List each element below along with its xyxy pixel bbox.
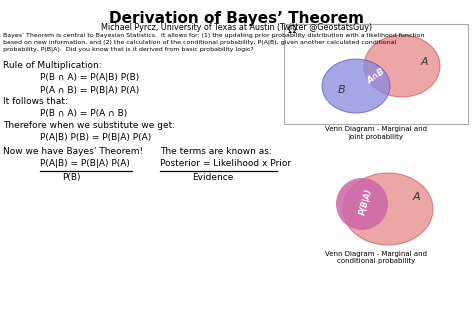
Text: Bayes’ Theorem is central to Bayesian Statistics.  It allows for: (1) the updati: Bayes’ Theorem is central to Bayesian St…	[3, 33, 425, 52]
Text: P(B ∩ A) = P(A ∩ B): P(B ∩ A) = P(A ∩ B)	[40, 109, 127, 118]
Text: Therefore when we substitute we get:: Therefore when we substitute we get:	[3, 121, 175, 130]
Text: P(B|A): P(B|A)	[358, 188, 374, 216]
Text: P(B): P(B)	[62, 173, 81, 182]
Text: P(A|B) = P(B|A) P(A): P(A|B) = P(B|A) P(A)	[40, 159, 130, 168]
Text: A: A	[420, 57, 428, 67]
Text: Evidence: Evidence	[192, 173, 233, 182]
Ellipse shape	[336, 178, 388, 230]
Text: It follows that:: It follows that:	[3, 97, 68, 106]
Text: Venn Diagram - Marginal and
joint probability: Venn Diagram - Marginal and joint probab…	[325, 126, 427, 139]
Text: A: A	[412, 192, 420, 202]
Text: P(A ∩ B) = P(B|A) P(A): P(A ∩ B) = P(B|A) P(A)	[40, 86, 139, 95]
Ellipse shape	[343, 173, 433, 245]
FancyBboxPatch shape	[284, 24, 468, 124]
Text: Michael Pyrcz, University of Texas at Austin (Twitter @GeostatsGuy): Michael Pyrcz, University of Texas at Au…	[101, 23, 373, 32]
Text: Now we have Bayes’ Theorem!: Now we have Bayes’ Theorem!	[3, 147, 143, 156]
Ellipse shape	[364, 35, 440, 97]
Text: A∩B: A∩B	[365, 67, 387, 85]
Text: Rule of Multiplication:: Rule of Multiplication:	[3, 61, 101, 70]
Text: P(A|B) P(B) = P(B|A) P(A): P(A|B) P(B) = P(B|A) P(A)	[40, 133, 151, 142]
Text: Derivation of Bayes’ Theorem: Derivation of Bayes’ Theorem	[109, 11, 365, 26]
Ellipse shape	[322, 59, 390, 113]
Text: Venn Diagram - Marginal and
conditional probability: Venn Diagram - Marginal and conditional …	[325, 251, 427, 264]
Text: Ω: Ω	[288, 25, 297, 35]
Text: Posterior = Likelihood x Prior: Posterior = Likelihood x Prior	[160, 159, 291, 168]
Text: B: B	[338, 85, 346, 95]
Text: The terms are known as:: The terms are known as:	[160, 147, 272, 156]
Text: P(B ∩ A) = P(A|B) P(B): P(B ∩ A) = P(A|B) P(B)	[40, 73, 139, 82]
